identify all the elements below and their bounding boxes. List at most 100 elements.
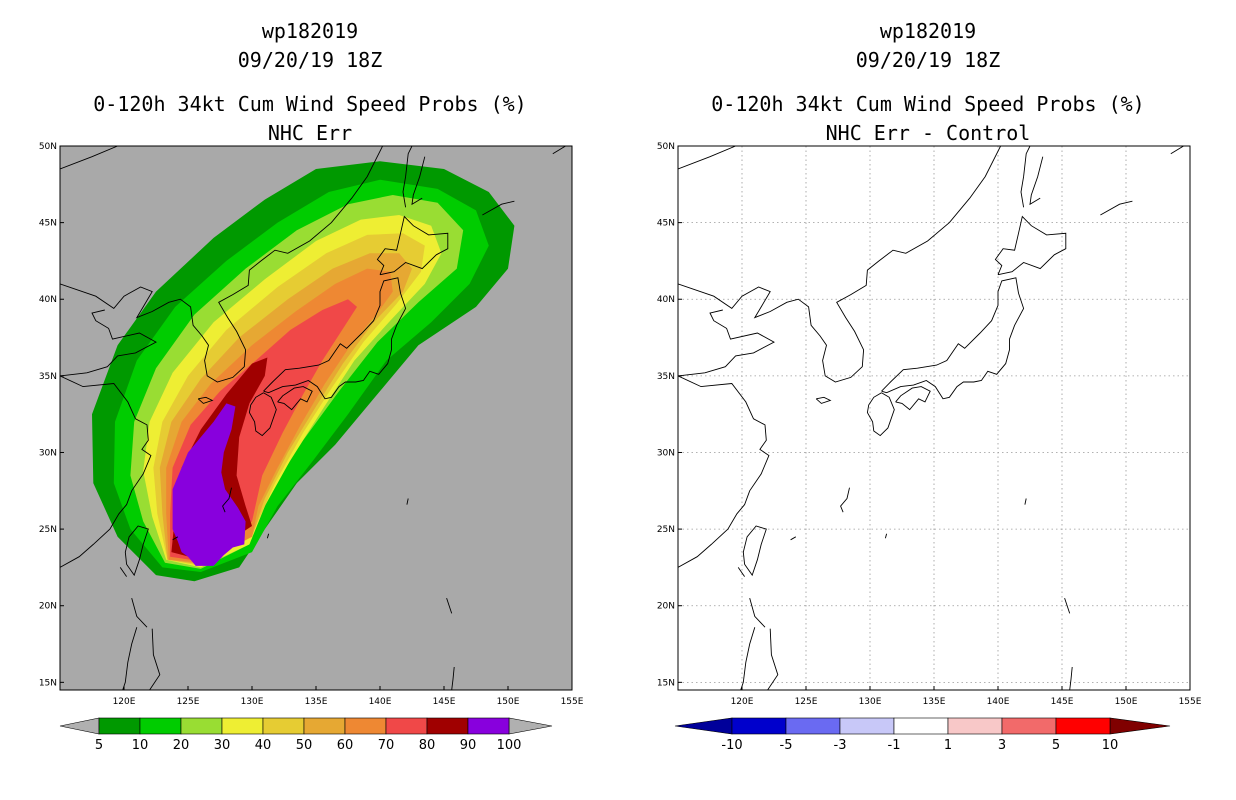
colorbar-right-end <box>1109 717 1171 735</box>
right-title-line-3: 0-120h 34kt Cum Wind Speed Probs (%) <box>711 92 1144 116</box>
colorbar-label: -5 <box>780 738 793 753</box>
coastline <box>678 146 1002 383</box>
right-coastlines <box>678 146 1184 690</box>
colorbar-swatch <box>785 717 841 735</box>
colorbar-swatch <box>221 717 264 735</box>
coastline <box>881 277 1025 400</box>
coastline <box>451 666 455 690</box>
coastline <box>197 396 214 404</box>
coastline <box>149 628 161 690</box>
colorbar-label: 10 <box>132 738 149 753</box>
left-title-line-4: NHC Err <box>268 121 352 145</box>
colorbar-label: 90 <box>460 738 477 753</box>
coastline <box>131 597 148 628</box>
y-tick-label: 45N <box>39 219 57 229</box>
prob-band-90 <box>172 403 246 566</box>
colorbar-swatch <box>303 717 346 735</box>
right-title-line-1: wp182019 <box>880 19 976 43</box>
colorbar-swatch <box>385 717 428 735</box>
colorbar-label: 20 <box>173 738 190 753</box>
coastline <box>446 597 453 614</box>
colorbar-label: -3 <box>834 738 847 753</box>
coastline <box>790 536 797 541</box>
x-tick-label: 135E <box>923 697 946 707</box>
x-tick-label: 125E <box>795 697 818 707</box>
coastline <box>248 392 277 437</box>
coastline <box>1100 200 1133 216</box>
coastline <box>749 597 766 628</box>
x-tick-label: 140E <box>369 697 392 707</box>
coastline <box>1024 498 1027 505</box>
coastline <box>60 309 157 377</box>
coastline <box>737 567 745 577</box>
colorbar-swatch <box>893 717 949 735</box>
coastline <box>866 392 895 437</box>
colorbar-swatch <box>344 717 387 735</box>
coastline <box>767 628 779 690</box>
colorbar-label: 70 <box>378 738 395 753</box>
coastline <box>884 533 888 539</box>
y-tick-label: 30N <box>39 448 57 458</box>
left-panel: wp182019 09/20/19 18Z 0-120h 34kt Cum Wi… <box>39 19 584 753</box>
colorbar-swatch <box>262 717 305 735</box>
colorbar-swatch <box>467 717 510 735</box>
coastline <box>263 277 407 400</box>
y-tick-label: 50N <box>657 142 675 152</box>
y-tick-label: 35N <box>657 372 675 382</box>
left-colorbar: 5 10 20 30 40 50 60 70 80 90 100 <box>59 717 553 753</box>
coastline <box>172 536 179 541</box>
colorbar-swatch <box>426 717 469 735</box>
y-tick-label: 40N <box>657 295 675 305</box>
left-title-line-3: 0-120h 34kt Cum Wind Speed Probs (%) <box>93 92 526 116</box>
coastline <box>60 146 384 383</box>
y-tick-label: 45N <box>657 219 675 229</box>
left-probability-bands <box>92 161 515 582</box>
y-tick-label: 30N <box>657 448 675 458</box>
coastline <box>222 487 232 513</box>
colorbar-label: 40 <box>255 738 272 753</box>
x-tick-label: 155E <box>561 697 584 707</box>
coastline <box>406 498 409 505</box>
coastline <box>552 146 566 155</box>
colorbar-label: 100 <box>497 738 522 753</box>
y-tick-label: 25N <box>39 525 57 535</box>
y-tick-label: 35N <box>39 372 57 382</box>
colorbar-label: 30 <box>214 738 231 753</box>
coastline <box>402 146 413 208</box>
y-tick-label: 15N <box>39 678 57 688</box>
coastline <box>678 375 770 568</box>
right-gridlines <box>678 146 1190 690</box>
colorbar-left-end <box>59 717 100 735</box>
y-tick-label: 15N <box>657 678 675 688</box>
colorbar-label: 3 <box>998 738 1006 753</box>
coastline <box>678 309 775 377</box>
colorbar-right-end <box>508 717 553 735</box>
coastline <box>1069 666 1073 690</box>
right-title-line-4: NHC Err - Control <box>826 121 1031 145</box>
coastline <box>60 375 152 568</box>
coastline <box>840 487 850 513</box>
x-tick-label: 140E <box>987 697 1010 707</box>
coastline <box>1064 597 1071 614</box>
colorbar-swatch <box>180 717 223 735</box>
coastline <box>60 146 118 170</box>
coastline <box>742 525 767 577</box>
coastline <box>122 627 138 690</box>
colorbar-swatch <box>1055 717 1111 735</box>
right-title-line-2: 09/20/19 18Z <box>856 48 1001 72</box>
x-tick-label: 145E <box>433 697 456 707</box>
x-tick-label: 150E <box>497 697 520 707</box>
coastline <box>277 386 313 411</box>
coastline <box>1170 146 1184 155</box>
colorbar-label: 80 <box>419 738 436 753</box>
right-colorbar: -10 -5 -3 -1 1 3 5 10 <box>674 717 1171 753</box>
y-tick-label: 20N <box>39 602 57 612</box>
colorbar-label: 5 <box>95 738 103 753</box>
coastline <box>1029 156 1044 206</box>
right-axes: 120E 125E 130E 135E 140E 145E 150E 155E 15N 20N 25… <box>657 142 1202 707</box>
x-tick-label: 125E <box>177 697 200 707</box>
coastline <box>124 525 149 577</box>
x-tick-label: 130E <box>859 697 882 707</box>
x-tick-label: 120E <box>731 697 754 707</box>
